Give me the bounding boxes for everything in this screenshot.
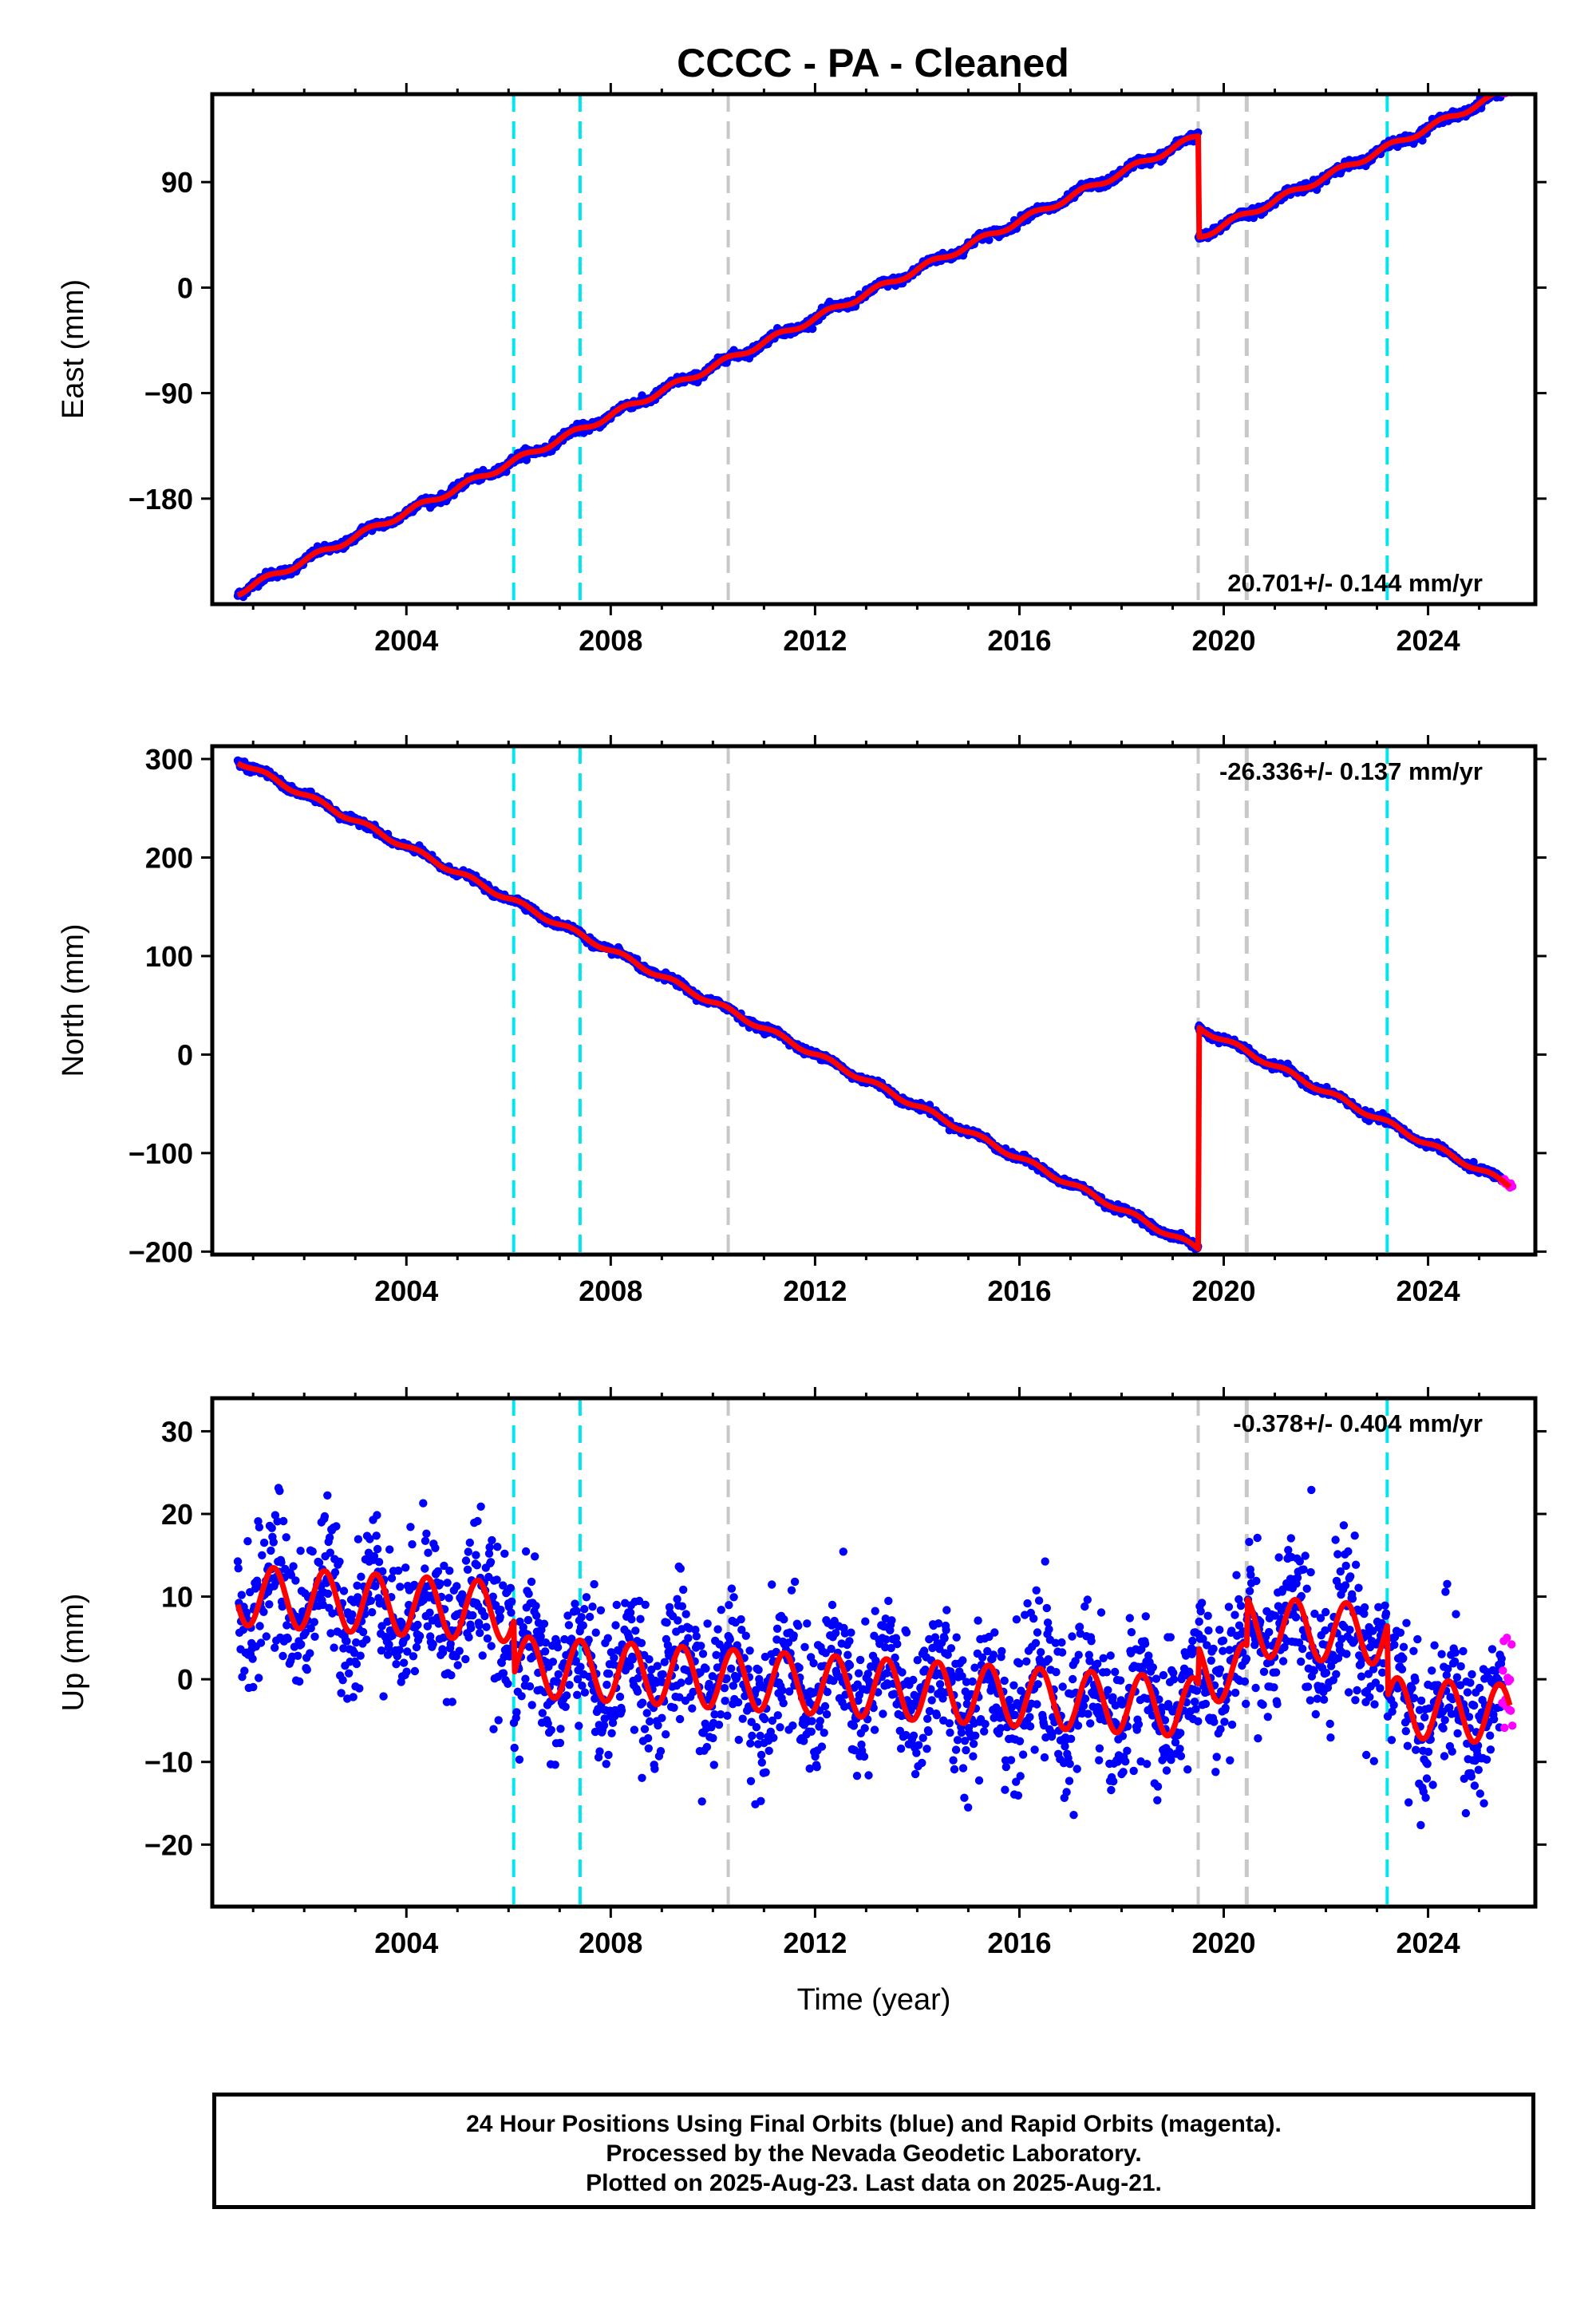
- panel-north: 2004 2008 2012 2016 2020 2024 300 200 100 0 −100 −2…: [57, 735, 1547, 1307]
- up-data-point: [265, 1600, 274, 1609]
- up-data-point: [258, 1551, 267, 1560]
- east-data-point: [985, 235, 994, 244]
- up-data-point: [335, 1557, 344, 1567]
- north-frame: [210, 744, 1538, 1257]
- up-data-point: [249, 1682, 258, 1692]
- east-x-tick-label: 2020: [1191, 624, 1255, 657]
- north-rate-label: -26.336+/- 0.137 mm/yr: [1219, 757, 1483, 785]
- up-data-point: [255, 1523, 264, 1531]
- chart-title: CCCC - PA - Cleaned: [677, 41, 1069, 85]
- north-y-tick-label: 0: [177, 1038, 193, 1071]
- panels: 2004 2008 2012 2016 2020 2024 90 0 −90 −180 East (…: [57, 83, 1547, 2017]
- north-y-tick-label: 300: [145, 743, 193, 776]
- up-data-point: [271, 1643, 279, 1652]
- up-data-point: [330, 1643, 338, 1652]
- east-rate-label: 20.701+/- 0.144 mm/yr: [1227, 569, 1483, 597]
- east-y-tick-label: 0: [177, 271, 193, 304]
- east-y-tick-label: 90: [161, 166, 193, 199]
- up-data-point: [297, 1640, 306, 1649]
- up-data-point: [310, 1618, 318, 1626]
- north-y-tick-label: −200: [128, 1235, 193, 1268]
- north-model-curve: [235, 761, 1512, 1252]
- panel-up: 2004 2008 2012 2016 2020 20243020100−10−20Up …: [57, 1387, 1547, 2017]
- up-data-point: [295, 1677, 304, 1686]
- up-data-point: [267, 1524, 276, 1532]
- north-x-tick-label: 2016: [987, 1275, 1051, 1307]
- north-x-tick-label: 2004: [374, 1275, 438, 1307]
- east-data-point: [808, 324, 817, 334]
- up-data-point: [332, 1522, 341, 1531]
- up-data-point: [325, 1533, 334, 1542]
- north-x-tick-label: 2008: [579, 1275, 642, 1307]
- up-data-point: [279, 1651, 287, 1661]
- up-data-point: [282, 1621, 291, 1630]
- up-data-point: [279, 1516, 288, 1526]
- up-data-point: [237, 1591, 246, 1599]
- up-data-point: [269, 1538, 278, 1547]
- up-data-point: [243, 1537, 252, 1546]
- north-data: [233, 756, 1517, 1254]
- up-data-point: [262, 1632, 271, 1641]
- up-data-point: [259, 1538, 269, 1547]
- up-data-point: [255, 1622, 264, 1630]
- up-data-point: [291, 1576, 300, 1585]
- up-data-point: [306, 1649, 314, 1658]
- east-y-tick-label: −180: [128, 483, 193, 516]
- up-data-point: [293, 1651, 302, 1660]
- north-x-tick-label: 2024: [1396, 1275, 1460, 1307]
- up-data-point: [283, 1634, 292, 1643]
- up-data-point: [320, 1512, 330, 1521]
- east-x-tick-label: 2004: [374, 624, 438, 657]
- east-y-tick-label: −90: [144, 377, 193, 410]
- up-data-point: [323, 1589, 333, 1599]
- up-data-point: [255, 1674, 263, 1682]
- up-data-point: [296, 1547, 305, 1555]
- north-y-tick-label: −100: [128, 1137, 193, 1170]
- north-y-tick-label: 100: [145, 940, 193, 973]
- north-y-axis-label: North (mm): [57, 923, 90, 1077]
- up-data: [233, 1484, 1517, 1830]
- panel-east: 2004 2008 2012 2016 2020 2024 90 0 −90 −180 East (…: [57, 83, 1547, 657]
- north-x-tick-label: 2012: [783, 1275, 847, 1307]
- up-data-point: [308, 1547, 317, 1556]
- east-y-axis-label: East (mm): [57, 279, 90, 419]
- east-model-curve: [235, 94, 1507, 599]
- up-data-point: [267, 1546, 275, 1555]
- up-data-point: [338, 1676, 347, 1685]
- up-data-point: [289, 1562, 298, 1571]
- up-data-point: [256, 1638, 266, 1647]
- east-rapid-point: [1503, 85, 1511, 93]
- east-data: [233, 85, 1515, 602]
- up-data-point: [330, 1568, 340, 1577]
- east-x-tick-label: 2016: [987, 624, 1051, 657]
- up-data-point: [323, 1491, 332, 1500]
- east-x-tick-label: 2012: [783, 624, 847, 657]
- up-data-point: [302, 1666, 311, 1674]
- up-data-point: [337, 1689, 346, 1697]
- up-data-point: [259, 1607, 268, 1617]
- up-data-point: [234, 1564, 243, 1573]
- east-x-tick-label: 2008: [579, 624, 642, 657]
- north-y-tick-label: 200: [145, 841, 193, 874]
- up-data-point: [240, 1666, 249, 1675]
- east-x-tick-label: 2024: [1396, 624, 1460, 657]
- north-x-tick-label: 2020: [1191, 1275, 1255, 1307]
- up-data-point: [282, 1533, 290, 1542]
- up-data-point: [310, 1632, 319, 1641]
- up-data-point: [275, 1487, 284, 1496]
- up-data-point: [248, 1654, 257, 1663]
- up-data-point: [339, 1587, 349, 1595]
